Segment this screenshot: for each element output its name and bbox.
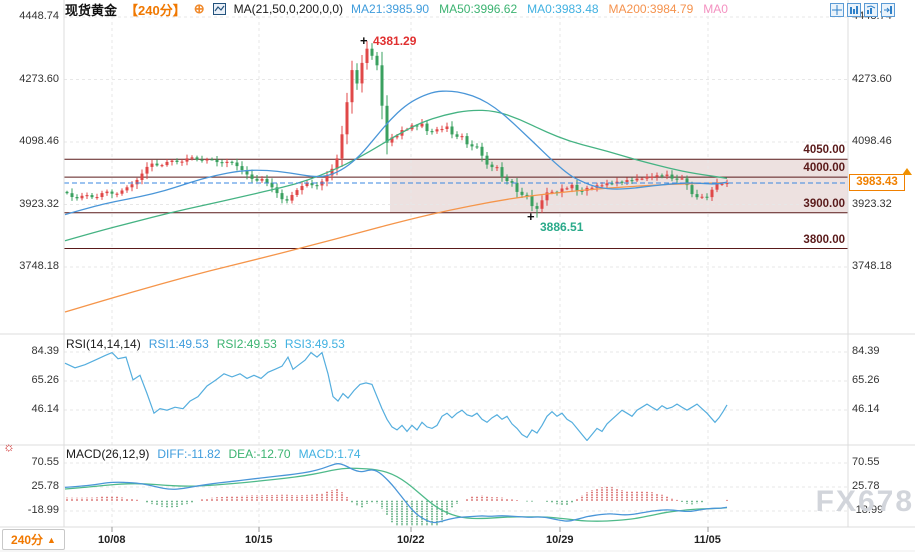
y-axis-label: 3748.18 (852, 260, 892, 272)
y-axis-label: -18.99 (27, 504, 59, 516)
macd-params-label[interactable]: MACD(26,12,9) (66, 447, 150, 461)
y-axis-label: 65.26 (852, 374, 880, 386)
kline-style-icon[interactable] (212, 3, 226, 15)
ma-value-label: MA0 (703, 2, 728, 16)
watermark: FX678 (815, 485, 914, 518)
price-level-label: 3900.00 (803, 197, 845, 210)
y-axis-label: 70.55 (852, 456, 880, 468)
y-axis-label: 84.39 (31, 345, 59, 357)
x-axis-date-label: 10/08 (98, 534, 126, 546)
indicator-window-icon[interactable] (864, 3, 878, 17)
rsi-value-label: RSI2:49.53 (216, 337, 277, 351)
x-axis-date-label: 10/29 (546, 534, 574, 546)
high-annotation: 4381.29 (373, 34, 417, 48)
y-axis-label: 4273.60 (19, 72, 59, 85)
y-axis-label: 46.14 (852, 403, 880, 415)
add-indicator-icon[interactable]: ⊕ (193, 1, 205, 16)
y-axis-label: 3923.32 (19, 197, 59, 210)
current-price-label: 3983.43 (849, 174, 905, 191)
ma-value-label: MA200:3984.79 (608, 2, 694, 16)
high-marker-icon: + (360, 33, 368, 48)
y-axis-label: -18.99 (852, 504, 884, 516)
y-axis-label: 84.39 (852, 345, 880, 357)
ma-value-label: MA21:3985.90 (351, 2, 430, 16)
y-axis-label: 4448.74 (19, 10, 59, 22)
interval-label: 240分 (11, 533, 44, 547)
ma-value-label: MA50:3996.62 (439, 2, 518, 16)
y-axis-label: 3923.32 (852, 197, 892, 210)
price-level-label: 4050.00 (803, 144, 845, 157)
chart-panels-icon[interactable] (847, 3, 861, 17)
chart-toolbar (830, 3, 895, 17)
y-axis-label: 70.55 (31, 456, 59, 468)
rsi-params-label[interactable]: RSI(14,14,14) (66, 337, 141, 351)
y-axis-label: 3748.18 (19, 260, 59, 272)
rsi-header: RSI(14,14,14) RSI1:49.53 RSI2:49.53 RSI3:4… (66, 337, 345, 351)
y-axis-label: 4098.46 (19, 135, 59, 147)
y-axis-label: 65.26 (31, 374, 59, 386)
timeframe-label[interactable]: 【240分】 (125, 2, 186, 18)
macd-header: MACD(26,12,9) DIFF:-11.82 DEA:-12.70 MACD:… (66, 447, 361, 461)
macd-value-label: DEA:-12.70 (228, 447, 291, 461)
interval-button[interactable]: 240分 ▲ (2, 529, 65, 550)
x-axis-date-label: 11/05 (694, 534, 721, 546)
price-level-label: 4000.00 (803, 162, 845, 175)
y-axis-label: 4273.60 (852, 72, 892, 85)
macd-values: DIFF:-11.82 DEA:-12.70 MACD:1.74 (157, 447, 360, 461)
chart-header: 现货黄金 【240分】 ⊕ MA(21,50,0,200,0,0) MA21:3… (65, 1, 728, 18)
interval-arrow-icon: ▲ (47, 534, 56, 545)
ma-settings-label[interactable]: MA(21,50,0,200,0,0) (233, 2, 344, 16)
low-marker-icon: + (527, 209, 535, 224)
crosshair-icon[interactable] (830, 3, 844, 17)
y-axis-label: 25.78 (31, 480, 59, 492)
price-arrow-icon (902, 168, 912, 175)
macd-value-label: DIFF:-11.82 (157, 447, 221, 461)
rsi-value-label: RSI1:49.53 (148, 337, 209, 351)
indicator-settings-icon[interactable]: ☼ (3, 439, 15, 454)
y-axis-label: 4098.46 (852, 135, 892, 147)
x-axis-date-label: 10/15 (245, 534, 273, 546)
low-annotation: 3886.51 (540, 220, 584, 234)
symbol-title: 现货黄金 (65, 2, 118, 18)
ma-value-label: MA0:3983.48 (527, 2, 599, 16)
rsi-values: RSI1:49.53 RSI2:49.53 RSI3:49.53 (149, 337, 345, 351)
macd-value-label: MACD:1.74 (298, 447, 361, 461)
x-axis-date-label: 10/22 (397, 534, 425, 546)
y-axis-label: 46.14 (31, 403, 59, 415)
y-axis-label: 25.78 (852, 480, 880, 492)
rsi-value-label: RSI3:49.53 (284, 337, 345, 351)
ma-values: MA21:3985.90 MA50:3996.62 MA0:3983.48 MA200… (351, 2, 728, 16)
collapse-right-icon[interactable] (881, 3, 895, 17)
price-level-label: 3800.00 (803, 233, 845, 246)
